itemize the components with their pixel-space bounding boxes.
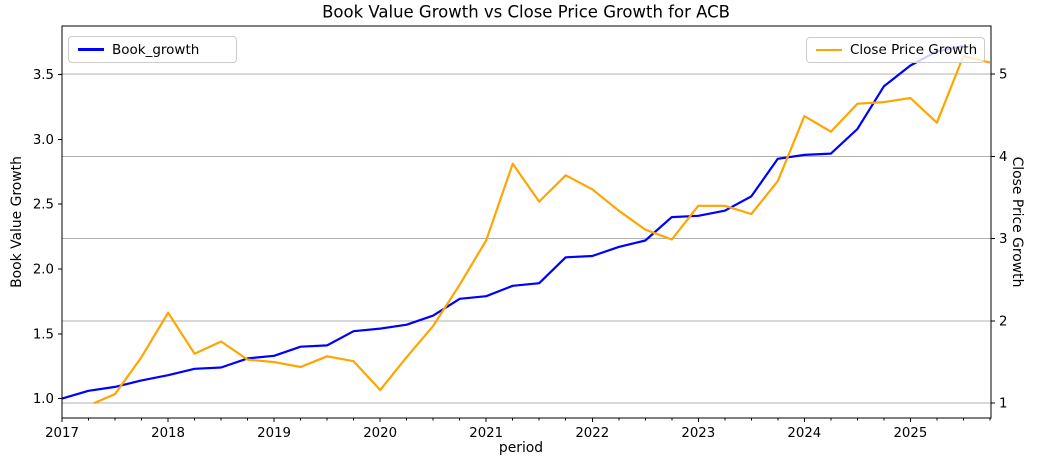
x-tick-label: 2018 [151,426,185,441]
legend-book-growth: Book_growth [68,36,237,63]
legend-label-book-growth: Book_growth [112,41,200,58]
legend-label-close-price-growth: Close Price Growth [850,42,978,58]
series-line-1 [93,54,991,405]
axes-spines [61,25,992,419]
left-tick-label: 2.0 [33,262,54,277]
left-tick-label: 1.5 [33,327,54,342]
right-tick-label: 5 [999,68,1007,83]
right-tick-label: 4 [999,150,1007,165]
right-tick-label: 2 [999,314,1007,329]
x-tick-label: 2019 [257,426,291,441]
axis-ticks: 1.0 1.5 2.0 2.5 3.0 3.5 1 2 3 4 5 2017 2018 2019 2020 2… [33,68,1008,441]
chart-title: Book Value Growth vs Close Price Growth … [322,2,730,22]
x-tick-label: 2025 [893,426,927,441]
right-tick-label: 3 [999,232,1007,247]
x-tick-label: 2024 [787,426,821,441]
x-tick-label: 2023 [681,426,715,441]
x-axis-label: period [498,440,544,456]
x-tick-label: 2020 [363,426,397,441]
left-tick-label: 2.5 [33,198,54,213]
legend-line-sample-orange [816,48,842,52]
x-tick-label: 2021 [469,426,503,441]
series-line-0 [61,45,964,400]
left-tick-label: 1.0 [33,392,54,407]
y-axis-label-left: Book Value Growth [9,156,25,288]
y-axis-label-right: Close Price Growth [1009,156,1025,288]
right-tick-label: 1 [999,397,1007,412]
left-tick-label: 3.5 [33,68,54,83]
legend-line-sample-blue [78,48,104,51]
gridlines [62,73,991,404]
x-tick-label: 2022 [575,426,609,441]
legend-close-price-growth: Close Price Growth [806,37,985,63]
left-tick-label: 3.0 [33,133,54,148]
x-tick-label: 2017 [45,426,79,441]
